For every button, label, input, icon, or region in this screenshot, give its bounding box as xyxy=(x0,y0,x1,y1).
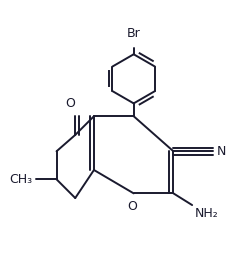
Text: N: N xyxy=(216,145,225,158)
Text: O: O xyxy=(127,200,137,213)
Text: CH₃: CH₃ xyxy=(9,173,32,186)
Text: NH₂: NH₂ xyxy=(194,207,217,221)
Text: O: O xyxy=(65,97,75,111)
Text: Br: Br xyxy=(126,27,140,40)
